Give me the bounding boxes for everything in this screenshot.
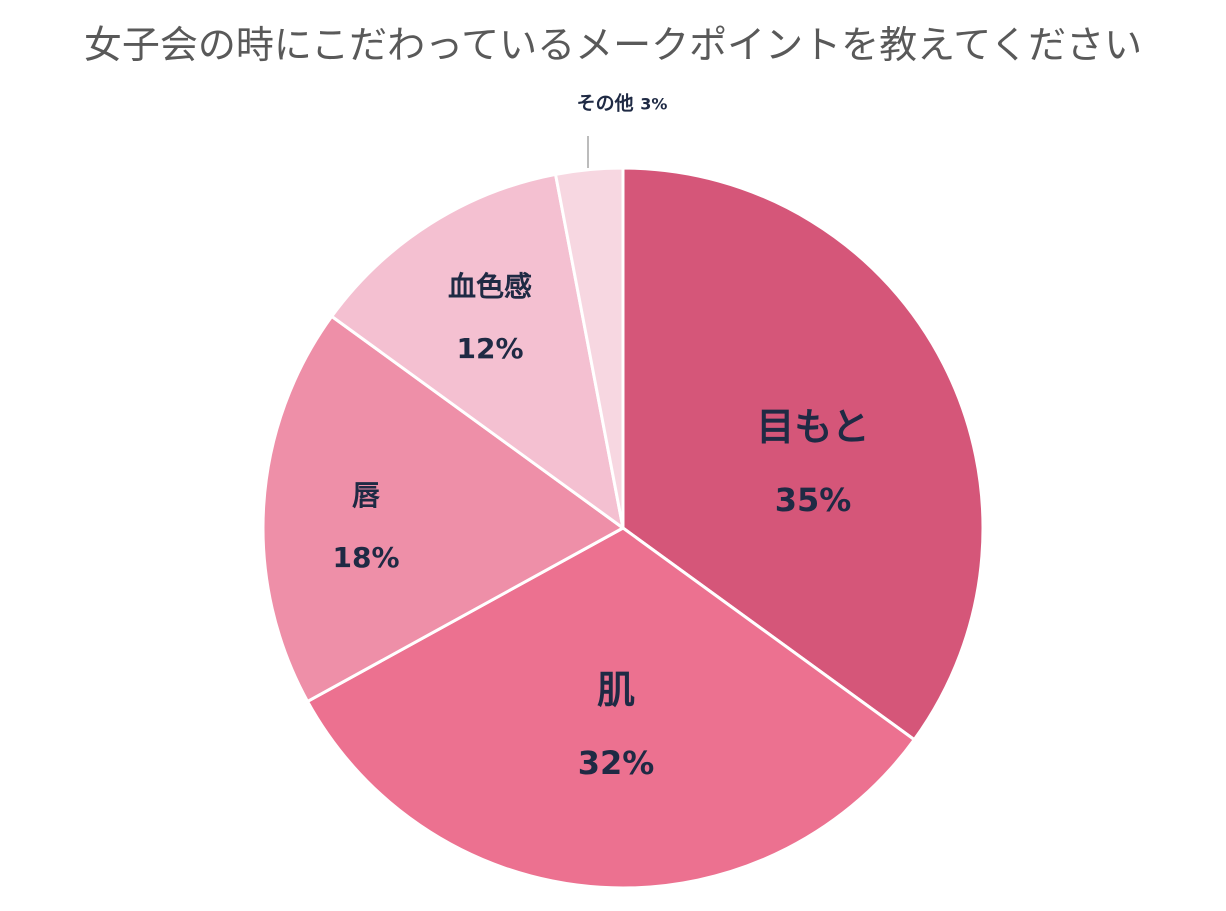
slice-label-skin: 肌 32% bbox=[578, 671, 655, 779]
chart-title: 女子会の時にこだわっているメークポイントを教えてください bbox=[83, 23, 1143, 67]
slice-label-other: その他 3% bbox=[576, 92, 668, 115]
slice-label-percent: 18% bbox=[332, 541, 400, 574]
slice-label-name: 血色感 bbox=[447, 270, 533, 303]
slice-label-name: その他 bbox=[576, 92, 634, 115]
slice-label-percent: 3% bbox=[640, 94, 668, 114]
slice-other bbox=[554, 166, 625, 530]
slice-label-percent: 32% bbox=[577, 744, 655, 782]
slice-label-percent: 12% bbox=[456, 332, 524, 365]
slice-label-percent: 35% bbox=[774, 481, 852, 519]
slice-lips bbox=[261, 314, 625, 703]
slice-eyes bbox=[621, 166, 985, 742]
slice-label-name: 唇 bbox=[351, 479, 380, 512]
slice-label-eyes: 目もと 35% bbox=[756, 408, 869, 516]
slice-label-name: 目もと bbox=[756, 405, 870, 449]
slice-label-blush: 血色感 12% bbox=[448, 273, 532, 363]
slice-label-name: 肌 bbox=[596, 668, 635, 712]
slice-blush bbox=[330, 172, 625, 530]
pie-slices bbox=[261, 166, 985, 890]
slice-label-lips: 唇 18% bbox=[332, 482, 399, 572]
slice-skin bbox=[306, 526, 916, 890]
